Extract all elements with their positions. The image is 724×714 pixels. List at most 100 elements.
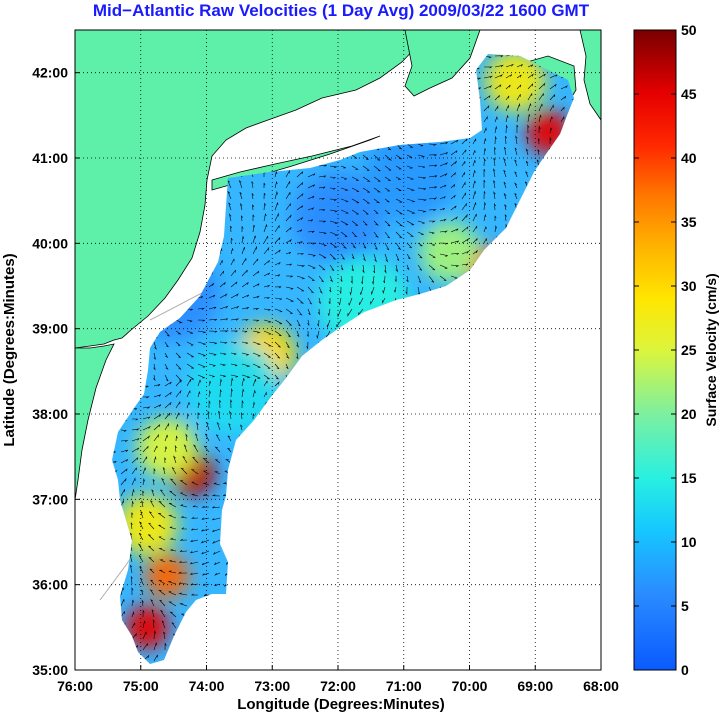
velocity-vector (153, 467, 156, 475)
velocity-vector (351, 253, 355, 260)
velocity-vector (120, 477, 127, 486)
velocity-vector (186, 424, 189, 431)
velocity-vector (230, 293, 239, 299)
velocity-vector (239, 191, 243, 200)
velocity-vector (164, 446, 167, 453)
velocity-vector (197, 330, 207, 334)
velocity-vector (230, 398, 233, 409)
velocity-vector (230, 281, 238, 288)
velocity-vector (252, 363, 261, 368)
velocity-vector (525, 148, 529, 156)
velocity-vector (538, 138, 541, 145)
velocity-vector (285, 192, 291, 200)
velocity-vector (131, 622, 136, 629)
colorbar-tick-label: 35 (681, 214, 697, 230)
velocity-vector (241, 215, 243, 222)
velocity-vector (318, 297, 321, 304)
velocity-vector (318, 186, 326, 189)
velocity-vector (131, 438, 140, 442)
velocity-vector (340, 198, 349, 203)
velocity-vector (514, 193, 518, 200)
velocity-vector (439, 207, 445, 211)
velocity-vector (219, 363, 227, 367)
velocity-vector (373, 253, 377, 263)
velocity-vector (549, 127, 552, 134)
velocity-vector (175, 341, 181, 346)
velocity-vector (168, 601, 177, 607)
y-axis-ticks: 35:00 36:00 37:00 38:00 39:00 40:00 41:00 42:00 (32, 65, 80, 678)
velocity-vector (175, 412, 180, 420)
velocity-vector (192, 456, 199, 464)
velocity-vector (428, 275, 435, 283)
velocity-vector (406, 275, 409, 283)
velocity-vector (120, 500, 124, 508)
velocity-vector (351, 187, 360, 192)
velocity-vector (329, 187, 336, 190)
velocity-vector (395, 165, 402, 170)
velocity-vector (241, 374, 251, 379)
velocity-vector (142, 445, 149, 453)
velocity-vector (361, 275, 364, 285)
velocity-vector (186, 352, 194, 358)
velocity-vector (417, 165, 426, 169)
velocity-vector (307, 219, 314, 222)
velocity-vector (183, 444, 188, 453)
velocity-vector (131, 586, 134, 596)
velocity-vector (328, 298, 331, 305)
velocity-vector (439, 196, 446, 200)
velocity-vector (395, 154, 402, 160)
velocity-vector (219, 305, 229, 310)
velocity-vector (175, 330, 182, 335)
velocity-vector (439, 275, 447, 281)
velocity-vector (138, 555, 144, 563)
velocity-vector (472, 138, 477, 145)
velocity-vector (483, 75, 493, 79)
velocity-vector (549, 84, 557, 90)
colorbar-tick-label: 30 (681, 278, 697, 294)
velocity-vector (483, 158, 486, 167)
y-tick-label: 39:00 (32, 321, 68, 337)
velocity-vector (140, 511, 144, 519)
velocity-vector (169, 537, 177, 541)
velocity-vector (505, 63, 514, 68)
velocity-vector (296, 229, 303, 233)
velocity-vector (173, 455, 177, 464)
velocity-vector (516, 64, 523, 68)
velocity-vector (120, 489, 125, 497)
velocity-vector (192, 505, 199, 508)
velocity-vector (450, 205, 457, 211)
velocity-vector (461, 213, 468, 222)
velocity-vector (142, 456, 148, 464)
velocity-vector (370, 286, 375, 296)
velocity-vector (526, 136, 529, 145)
velocity-vector (252, 283, 260, 288)
colorbar (633, 29, 677, 671)
velocity-vector (318, 220, 326, 223)
velocity-vector (318, 253, 327, 259)
velocity-vector (175, 424, 179, 431)
velocity-vector (560, 115, 565, 123)
velocity-vector (252, 389, 256, 398)
x-tick-label: 68:00 (583, 678, 619, 694)
velocity-vector (527, 93, 533, 101)
velocity-vector (197, 402, 200, 409)
velocity-vector (439, 162, 449, 167)
velocity-vector (450, 264, 460, 268)
velocity-vector (329, 253, 337, 260)
velocity-vector (560, 96, 567, 101)
velocity-vector (263, 260, 270, 266)
velocity-vector (153, 455, 157, 464)
velocity-vector (153, 642, 158, 651)
velocity-vector (417, 143, 424, 147)
velocity-vector (417, 242, 423, 247)
velocity-vector (241, 258, 247, 266)
velocity-vector (406, 176, 415, 180)
velocity-vector (538, 114, 542, 123)
velocity-vector (191, 593, 199, 596)
velocity-vector (175, 389, 182, 398)
velocity-vector (417, 198, 428, 202)
velocity-vector (316, 330, 320, 340)
velocity-vector (285, 214, 292, 222)
velocity-vector (472, 170, 476, 178)
velocity-vector (153, 629, 157, 640)
